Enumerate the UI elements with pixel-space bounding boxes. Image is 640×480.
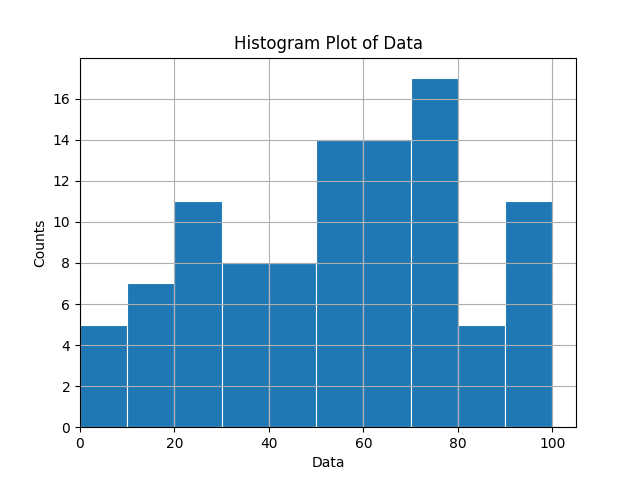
X-axis label: Data: Data — [311, 456, 345, 470]
Bar — [269, 263, 316, 427]
Bar — [175, 201, 221, 427]
Bar — [80, 324, 127, 427]
Bar — [127, 284, 175, 427]
Bar — [316, 140, 364, 427]
Title: Histogram Plot of Data: Histogram Plot of Data — [234, 35, 422, 53]
Bar — [221, 263, 269, 427]
Bar — [411, 78, 458, 427]
Bar — [505, 201, 552, 427]
Bar — [458, 324, 505, 427]
Bar — [364, 140, 411, 427]
Y-axis label: Counts: Counts — [33, 218, 47, 266]
